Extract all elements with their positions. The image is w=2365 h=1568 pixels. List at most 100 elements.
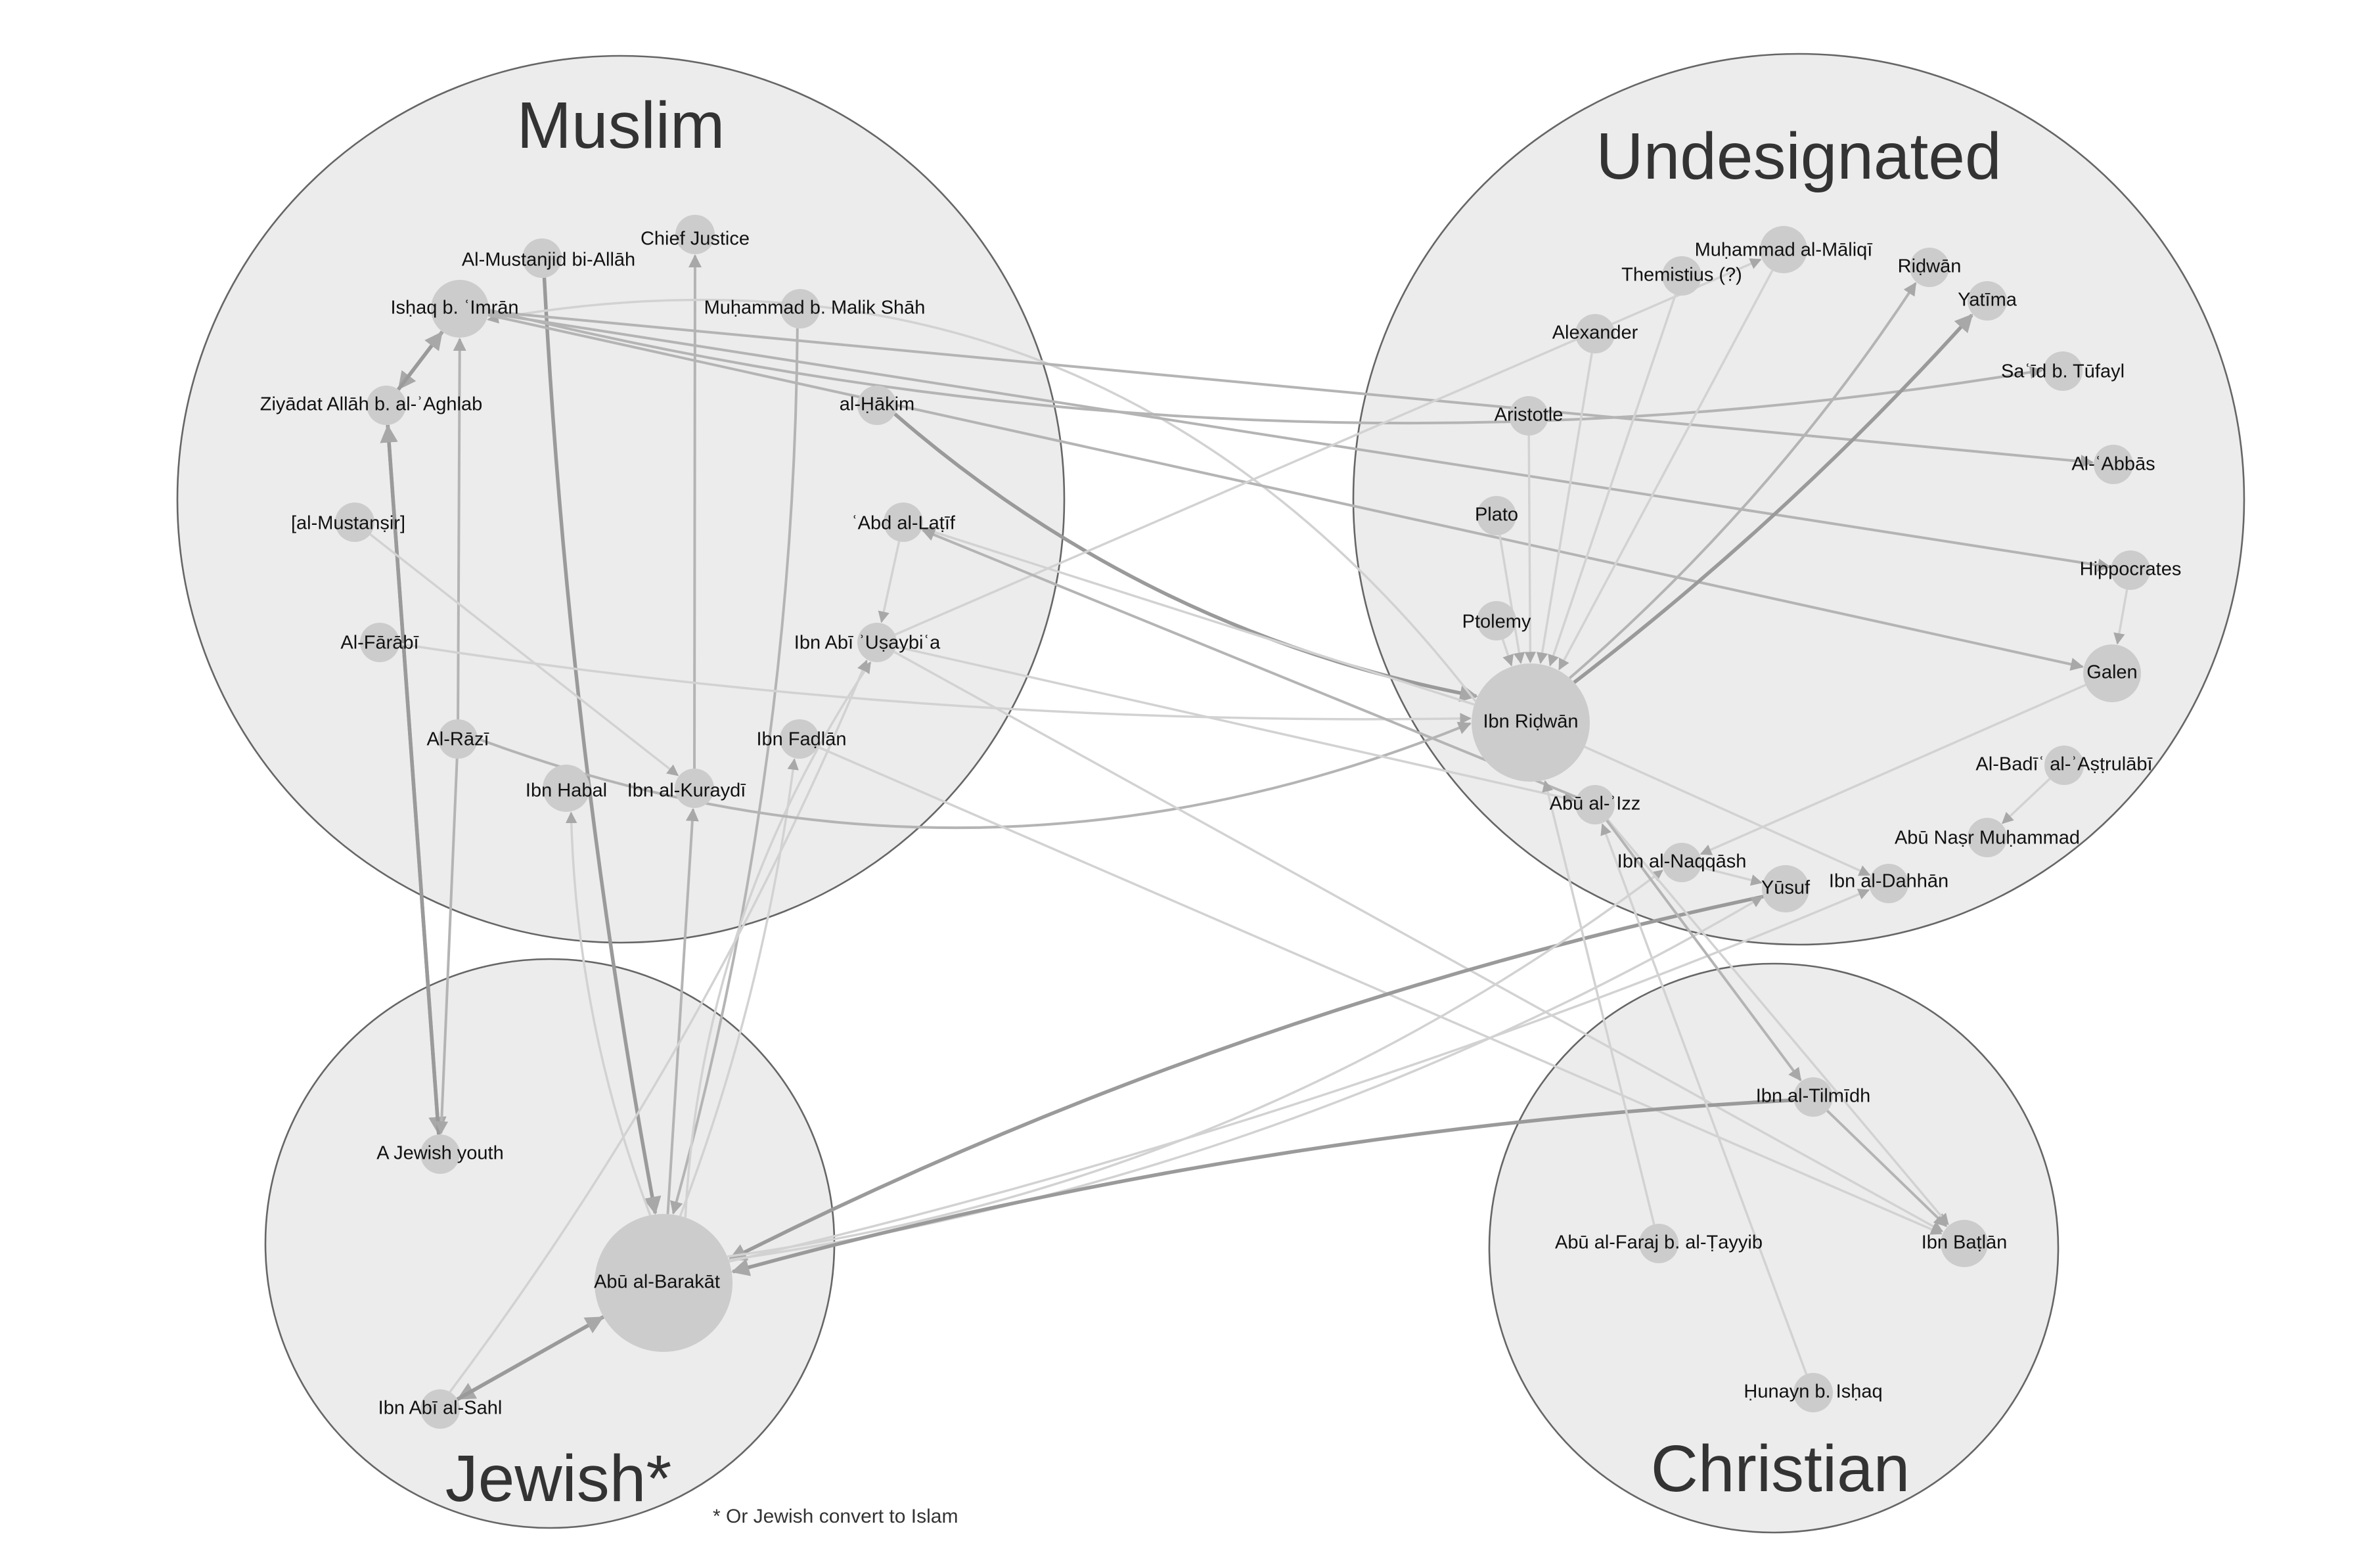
edge-mustansir-to-kuraydi <box>369 533 679 776</box>
node-naqqash <box>1662 843 1701 882</box>
edge-ibnridwan-to-dahhan <box>1584 746 1871 876</box>
edge-hippocrates-to-galen <box>2113 589 2128 645</box>
node-label-barakat: Abū al-Barakāt <box>594 1272 720 1293</box>
node-ibnridwan <box>1472 663 1590 782</box>
undesignated-group-title: Undesignated <box>1596 120 2001 193</box>
edge-ishaq-to-tufayl <box>488 308 2043 425</box>
node-label-abdlatif: ʿAbd al-Laṭīf <box>851 513 956 534</box>
node-label-malikshah: Muḥammad b. Malik Shāh <box>704 298 926 319</box>
edge-mustanjid-to-barakat <box>542 277 662 1215</box>
node-farabi <box>360 623 399 662</box>
node-label-aristotle: Aristotle <box>1495 405 1564 426</box>
node-label-ibnridwan: Ibn Riḍwān <box>1483 711 1578 732</box>
edge-ibnridwan-to-ishaq <box>487 298 1477 702</box>
edge-ibnridwan-to-ridwan <box>1568 282 1917 679</box>
node-label-mustansir: [al-Mustanṣir] <box>291 513 405 534</box>
node-label-ridwan: Riḍwān <box>1898 256 1962 277</box>
node-abisahl <box>420 1389 460 1429</box>
node-label-farabi: Al-Fārābī <box>340 633 418 654</box>
node-abdlatif <box>884 503 923 542</box>
edge-ibnridwan-to-yatima <box>1573 313 1973 684</box>
node-label-hunayn: Ḥunayn b. Isḥaq <box>1744 1381 1882 1402</box>
node-fadlan <box>780 719 819 759</box>
node-malikshah <box>780 289 820 328</box>
node-hakim <box>857 386 897 425</box>
node-label-faraj: Abū al-Faraj b. al-Ṭayyib <box>1555 1232 1763 1253</box>
node-ziyadat <box>367 386 406 425</box>
node-maliqi <box>1760 226 1807 273</box>
node-tilmidh <box>1793 1077 1833 1117</box>
node-label-plato: Plato <box>1475 504 1518 526</box>
edge-hunayn-to-abualizz <box>1600 823 1808 1375</box>
node-habal <box>543 765 590 812</box>
node-label-ishaq: Isḥaq b. ʿImrān <box>390 298 518 319</box>
node-galen <box>2083 644 2141 702</box>
node-label-alexander: Alexander <box>1552 323 1638 344</box>
node-abualizz <box>1575 785 1615 824</box>
edge-farabi-to-ibnridwan <box>399 642 1472 725</box>
node-label-habal: Ibn Habal <box>526 780 607 801</box>
edge-aristotle-to-ibnridwan <box>1524 435 1537 663</box>
node-mustanjid <box>522 238 562 278</box>
edge-barakat-to-fadlan <box>679 758 799 1217</box>
muslim-group-title: Muslim <box>517 89 725 162</box>
node-label-butlan: Ibn Baṭlān <box>1922 1232 2008 1253</box>
jewish-group-title: Jewish* <box>445 1442 672 1515</box>
node-hippocrates <box>2111 550 2150 590</box>
node-label-jewishyouth: A Jewish youth <box>376 1143 503 1164</box>
node-razi <box>438 719 478 759</box>
edge-alexander-to-ibnridwan <box>1536 353 1593 664</box>
node-label-fadlan: Ibn Faḍlān <box>756 729 846 750</box>
edge-yusuf-to-barakat <box>728 895 1764 1261</box>
edge-ibnabiusaybia-to-maliqi <box>894 258 1762 636</box>
node-abunasr <box>1968 818 2007 857</box>
edge-razi-to-ishaq <box>453 338 466 720</box>
node-label-chief: Chief Justice <box>641 229 750 250</box>
node-label-ibnabiusaybia: Ibn Abī ʾUṣaybiʿa <box>794 633 941 654</box>
edge-themistius-to-ibnridwan <box>1548 294 1677 667</box>
edge-razi-to-jewishyouth <box>435 758 459 1134</box>
node-mustansir <box>335 503 374 542</box>
edge-abualizz-to-butlan <box>1606 818 1949 1226</box>
edge-ziyadat-to-ishaq <box>397 331 443 391</box>
node-label-razi: Al-Rāzī <box>426 729 489 750</box>
node-badi <box>2044 746 2084 785</box>
node-label-ziyadat: Ziyādat Allāh b. al-ʾAghlab <box>260 394 483 415</box>
christian-group-circle <box>1488 962 2060 1534</box>
node-aristotle <box>1509 396 1548 436</box>
node-label-abbas: Al-ʿAbbās <box>2071 454 2155 475</box>
node-hunayn <box>1793 1373 1833 1412</box>
edge-razi-to-ibnridwan <box>477 721 1472 830</box>
node-label-abualizz: Abū al-ʾIzz <box>1550 794 1641 815</box>
node-tufayl <box>2043 351 2083 391</box>
node-faraj <box>1639 1224 1678 1263</box>
node-label-hippocrates: Hippocrates <box>2080 559 2182 580</box>
node-label-abunasr: Abū Naṣr Muḥammad <box>1895 828 2080 849</box>
node-yusuf <box>1762 865 1809 912</box>
node-label-hakim: al-Ḥākim <box>840 394 914 415</box>
node-chief <box>675 215 715 254</box>
node-ishaq <box>431 280 489 338</box>
edge-abualizz-to-abdlatif <box>921 528 1577 799</box>
edge-ibnabiusaybia-to-butlan <box>893 650 1944 1233</box>
edge-faraj-to-ibnridwan <box>1542 780 1656 1225</box>
node-label-abisahl: Ibn Abī al-Sahl <box>378 1398 503 1419</box>
node-label-maliqi: Muḥammad al-Māliqī <box>1695 240 1873 261</box>
edge-galen-to-naqqash <box>1700 684 2086 855</box>
title-layer: Muslim Undesignated Jewish* Christian * … <box>445 89 2002 1527</box>
node-dahhan <box>1869 864 1908 903</box>
muslim-group-circle <box>176 55 1066 944</box>
node-label-yusuf: Yūsuf <box>1761 878 1811 899</box>
christian-group-title: Christian <box>1651 1432 1910 1506</box>
edge-layer <box>369 254 2128 1401</box>
node-themistius <box>1662 256 1701 296</box>
node-label-mustanjid: Al-Mustanjid bi-Allāh <box>462 250 635 271</box>
edge-abisahl-to-barakat <box>456 1316 604 1401</box>
node-ibnabiusaybia <box>857 623 897 662</box>
node-kuraydi <box>675 769 714 808</box>
node-barakat <box>595 1214 732 1352</box>
edge-malikshah-to-barakat <box>670 328 799 1215</box>
node-label-themistius: Themistius (?) <box>1621 265 1742 286</box>
